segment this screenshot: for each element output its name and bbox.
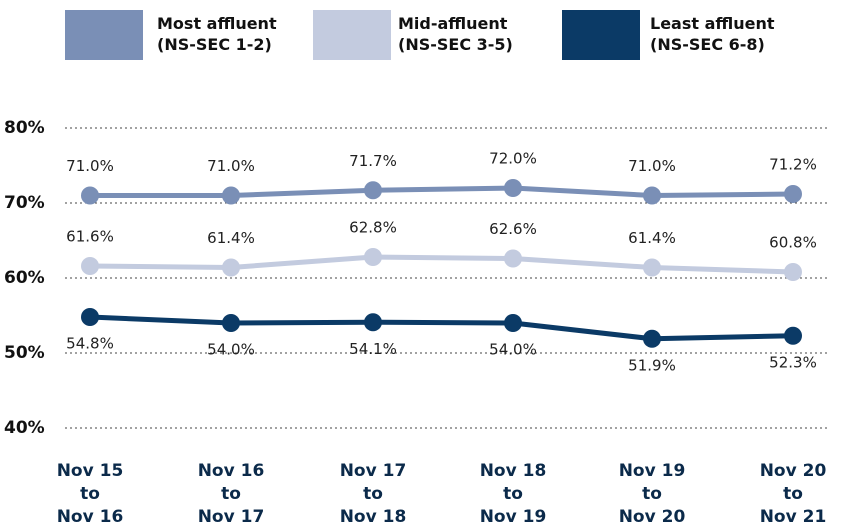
data-label: 54.8% bbox=[66, 335, 114, 353]
y-tick-label: 50% bbox=[4, 343, 45, 363]
data-point bbox=[784, 263, 802, 281]
y-tick-label: 70% bbox=[4, 193, 45, 213]
y-tick-label: 80% bbox=[4, 118, 45, 138]
data-label: 62.6% bbox=[489, 220, 537, 238]
y-tick-label: 40% bbox=[4, 418, 45, 438]
data-label: 71.0% bbox=[207, 157, 255, 175]
series-line bbox=[90, 185, 794, 198]
data-point bbox=[784, 326, 802, 345]
series-line bbox=[89, 254, 794, 275]
data-point bbox=[222, 186, 240, 205]
data-point bbox=[643, 186, 661, 205]
x-tick-label: Nov 16 to Nov 17 bbox=[197, 461, 265, 527]
data-point bbox=[504, 314, 522, 332]
data-point bbox=[643, 329, 661, 348]
data-label: 71.0% bbox=[628, 157, 676, 175]
x-tick-label: Nov 20 to Nov 21 bbox=[759, 461, 827, 527]
legend-label: Least affluent (NS-SEC 6-8) bbox=[650, 14, 775, 54]
legend-label: Most affluent (NS-SEC 1-2) bbox=[157, 14, 277, 54]
y-tick-label: 60% bbox=[4, 268, 45, 288]
data-label: 54.0% bbox=[207, 341, 255, 359]
data-label: 71.7% bbox=[349, 152, 397, 170]
data-label: 61.4% bbox=[628, 229, 676, 247]
data-point bbox=[504, 179, 522, 197]
data-label: 61.6% bbox=[66, 228, 114, 246]
data-label: 71.2% bbox=[769, 156, 817, 174]
x-tick-label: Nov 15 to Nov 16 bbox=[56, 461, 124, 527]
data-label: 71.0% bbox=[66, 157, 114, 175]
data-label: 51.9% bbox=[628, 356, 676, 374]
data-label: 54.0% bbox=[489, 341, 537, 359]
data-point bbox=[364, 181, 382, 200]
legend-swatch bbox=[313, 10, 391, 60]
legend-label: Mid-affluent (NS-SEC 3-5) bbox=[398, 14, 513, 54]
series-line bbox=[89, 314, 794, 342]
x-tick-label: Nov 17 to Nov 18 bbox=[339, 461, 407, 527]
data-point bbox=[643, 258, 661, 277]
data-point bbox=[81, 186, 99, 205]
x-tick-label: Nov 18 to Nov 19 bbox=[479, 461, 547, 527]
data-point bbox=[81, 308, 99, 326]
data-point bbox=[222, 258, 240, 277]
data-label: 62.8% bbox=[349, 219, 397, 237]
data-point bbox=[222, 314, 240, 332]
x-tick-label: Nov 19 to Nov 20 bbox=[618, 461, 686, 527]
data-label: 72.0% bbox=[489, 150, 537, 168]
legend-swatch bbox=[65, 10, 143, 60]
data-point bbox=[784, 185, 802, 203]
data-label: 54.1% bbox=[349, 340, 397, 358]
data-point bbox=[364, 248, 382, 266]
data-point bbox=[81, 257, 99, 275]
data-point bbox=[504, 249, 522, 268]
legend-swatch bbox=[562, 10, 640, 60]
data-label: 61.4% bbox=[207, 229, 255, 247]
data-label: 60.8% bbox=[769, 234, 817, 252]
data-label: 52.3% bbox=[769, 353, 817, 371]
data-point bbox=[364, 313, 382, 332]
